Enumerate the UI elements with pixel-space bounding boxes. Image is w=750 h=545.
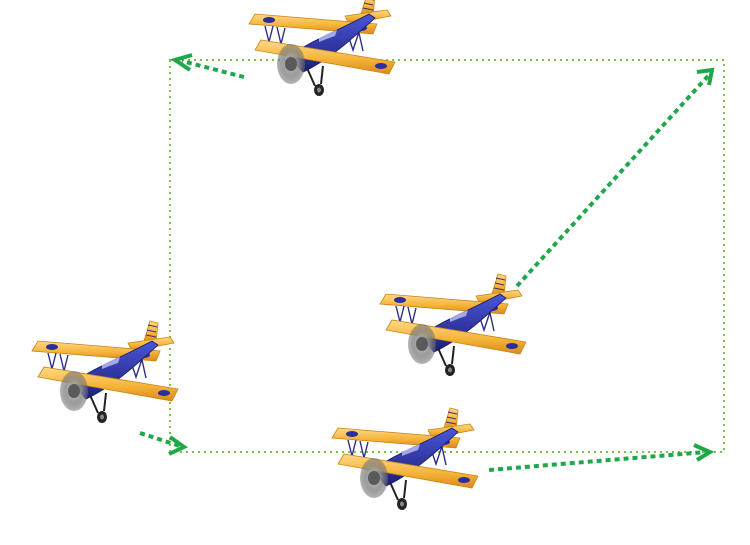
arrow-bottom-right bbox=[488, 443, 715, 472]
flight-path-rectangle bbox=[169, 59, 725, 453]
arrow-bottom-left bbox=[139, 431, 188, 456]
arrow-diagonal-up-right bbox=[515, 67, 715, 288]
biplane-icon-top bbox=[248, 0, 396, 97]
arrow-top-left bbox=[170, 53, 245, 79]
biplane-icon-center bbox=[379, 273, 527, 377]
biplane-icon-left bbox=[31, 320, 179, 424]
biplane-icon-bottom bbox=[331, 407, 479, 511]
